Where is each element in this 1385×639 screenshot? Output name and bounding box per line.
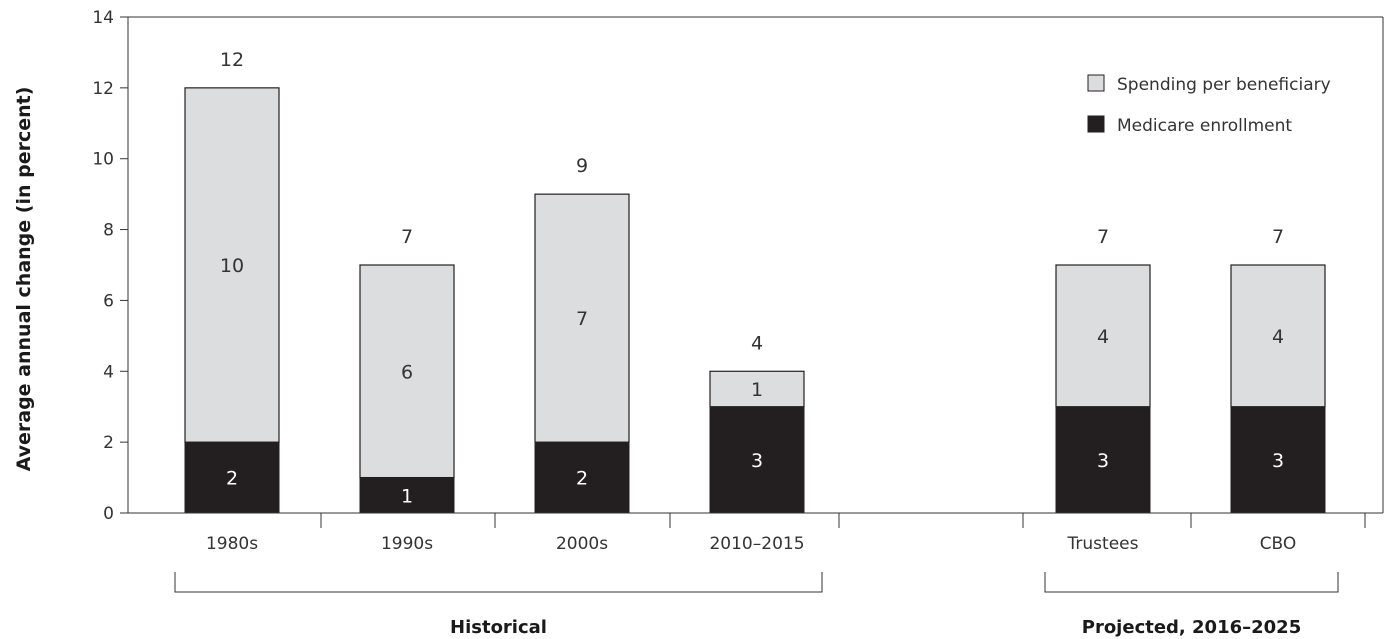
- bar-segment-spending-per-beneficiary: [184, 87, 280, 443]
- y-tick-label: 0: [103, 504, 114, 524]
- x-tick-label: CBO: [1260, 534, 1297, 554]
- group-label: Historical: [450, 617, 547, 638]
- bar-segment-medicare-enrollment: [184, 441, 280, 514]
- bar-segment-spending-per-beneficiary: [709, 370, 805, 408]
- bar-segment-spending-per-beneficiary: [1055, 264, 1151, 408]
- data-label-total: 9: [576, 155, 588, 177]
- data-label-medicare-enrollment: 1: [401, 485, 413, 507]
- y-tick-label: 4: [103, 362, 114, 382]
- x-tick-label: 1990s: [381, 534, 433, 554]
- bar-segment-spending-per-beneficiary: [1230, 264, 1326, 408]
- data-label-medicare-enrollment: 3: [1097, 450, 1109, 472]
- y-tick-label: 2: [103, 433, 114, 453]
- x-tick-label: 2010–2015: [709, 534, 804, 554]
- data-label-medicare-enrollment: 3: [1272, 450, 1284, 472]
- category-groups: Historical Projected, 2016–2025: [174, 572, 1339, 638]
- y-tick-label: 10: [92, 150, 114, 170]
- data-label-total: 7: [401, 226, 413, 248]
- bar-segment-medicare-enrollment: [534, 441, 630, 514]
- x-tick-label: 1980s: [206, 534, 258, 554]
- x-tick-label: 2000s: [556, 534, 608, 554]
- y-tick-label: 6: [103, 291, 114, 311]
- data-label-spending-per-beneficiary: 4: [1097, 326, 1109, 348]
- bar-segment-spending-per-beneficiary: [359, 264, 455, 479]
- legend-swatch-medicare-enrollment: [1087, 115, 1105, 133]
- group-bracket: [174, 572, 823, 593]
- legend-swatch-spending-per-beneficiary: [1087, 74, 1105, 92]
- bar-segment-spending-per-beneficiary: [534, 193, 630, 443]
- y-tick-label: 8: [103, 221, 114, 241]
- legend-label-medicare-enrollment: Medicare enrollment: [1117, 116, 1292, 136]
- data-label-spending-per-beneficiary: 1: [751, 379, 763, 401]
- data-label-spending-per-beneficiary: 4: [1272, 326, 1284, 348]
- group-label: Projected, 2016–2025: [1082, 617, 1301, 638]
- data-label-total: 4: [751, 332, 763, 354]
- legend: Spending per beneficiary Medicare enrollm…: [1087, 74, 1331, 136]
- x-axis: 1980s 1990s 2000s 2010–2015 Trustees CBO: [128, 512, 1383, 554]
- bars: 2 10 12 1 6 7 2 7 9 3 1 4 3 4 7 3 4 7: [184, 49, 1326, 514]
- y-tick-label: 14: [92, 8, 114, 28]
- data-label-total: 12: [220, 49, 244, 71]
- bar-segment-medicare-enrollment: [709, 406, 805, 514]
- legend-label-spending-per-beneficiary: Spending per beneficiary: [1117, 75, 1331, 95]
- x-tick-label: Trustees: [1067, 534, 1139, 554]
- data-label-spending-per-beneficiary: 10: [220, 255, 244, 277]
- data-label-spending-per-beneficiary: 7: [576, 308, 588, 330]
- y-axis-title: Average annual change (in percent): [13, 87, 35, 472]
- data-label-medicare-enrollment: 2: [226, 468, 238, 490]
- group-bracket: [1044, 572, 1339, 593]
- data-label-spending-per-beneficiary: 6: [401, 361, 413, 383]
- data-label-total: 7: [1272, 226, 1284, 248]
- data-label-medicare-enrollment: 2: [576, 468, 588, 490]
- data-label-total: 7: [1097, 226, 1109, 248]
- y-axis: 0 2 4 6 8 10 12 14: [92, 8, 129, 524]
- data-label-medicare-enrollment: 3: [751, 450, 763, 472]
- y-tick-label: 12: [92, 79, 114, 99]
- plot-frame: [128, 16, 1384, 513]
- bar-segment-medicare-enrollment: [1055, 406, 1151, 514]
